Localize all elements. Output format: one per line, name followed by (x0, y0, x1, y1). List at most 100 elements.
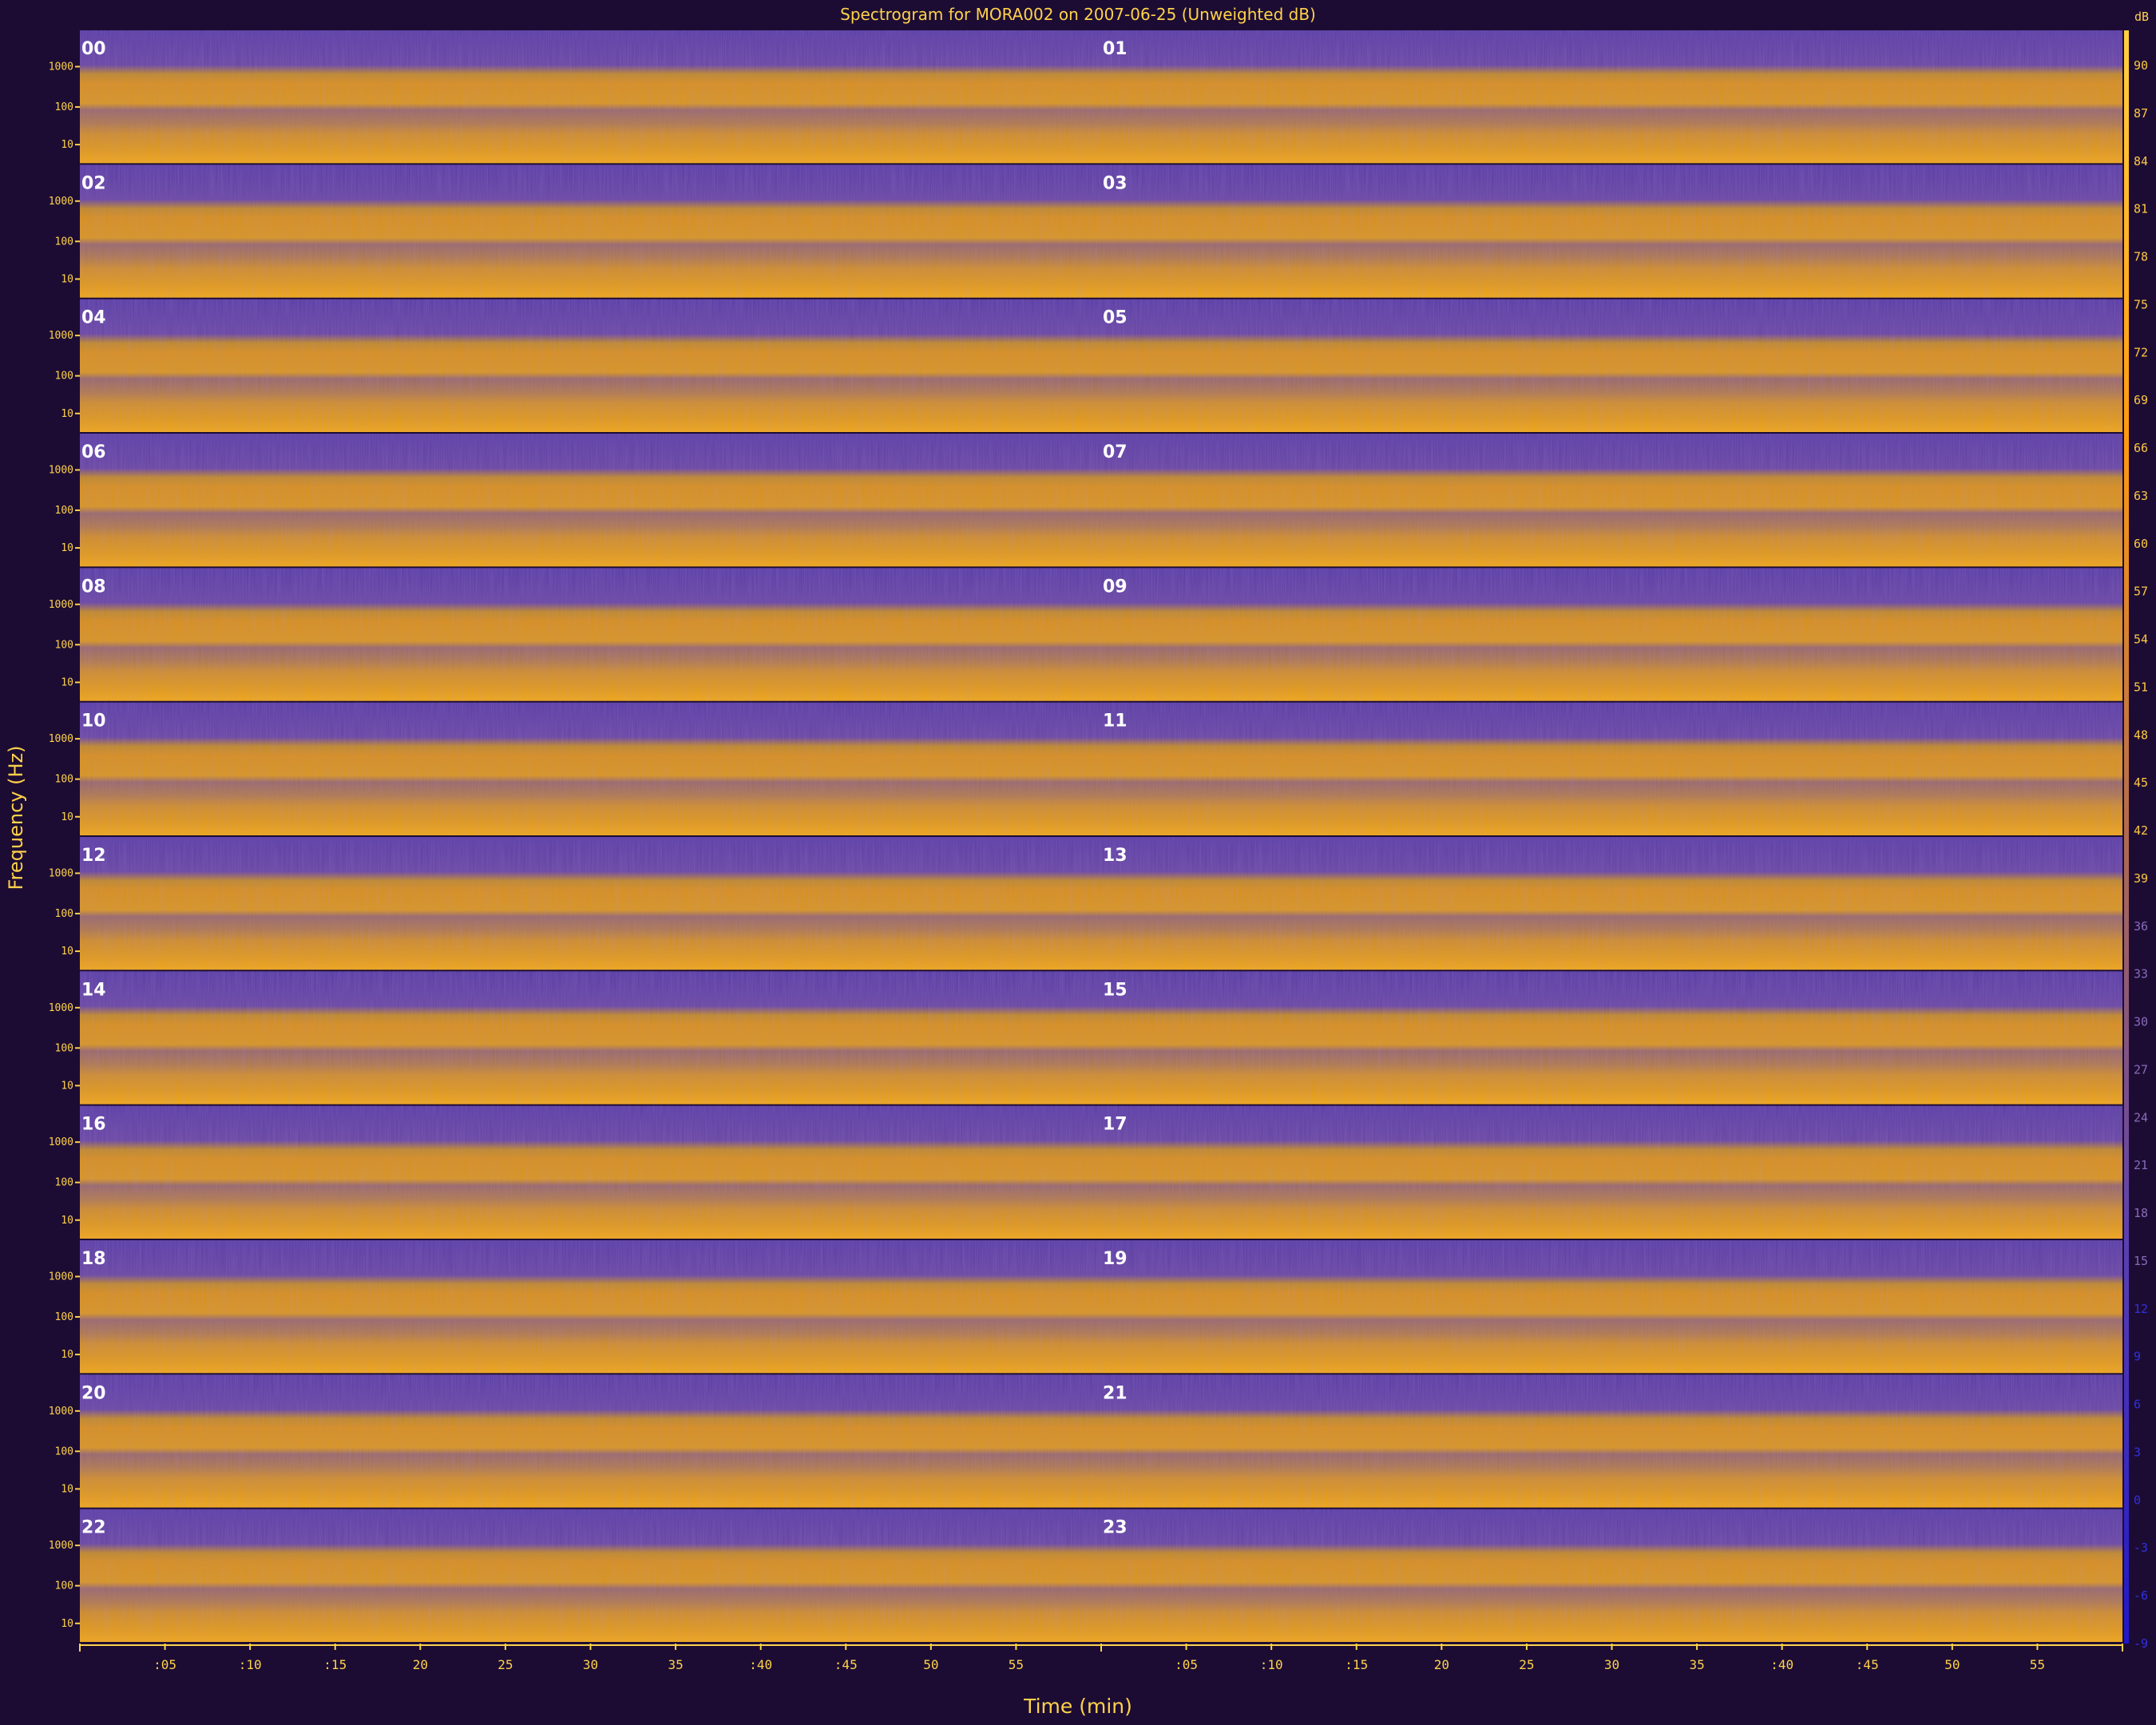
hour-panel-12: 12 (80, 837, 1101, 970)
freq-tick-label: 10 (61, 676, 73, 688)
panel-texture (80, 1509, 1101, 1642)
colorbar-tick-label: 33 (2134, 967, 2148, 981)
time-tick-label: :40 (749, 1657, 772, 1672)
freq-tick-label: 100 (55, 1042, 73, 1054)
colorbar-tick-label: 87 (2134, 106, 2148, 121)
freq-tick-label: 10 (61, 811, 73, 823)
hour-label: 00 (81, 39, 106, 59)
time-tick-label: :10 (1260, 1657, 1283, 1672)
panel-texture (1101, 568, 2122, 701)
colorbar-tick-label: 6 (2134, 1398, 2141, 1412)
colorbar-tick-label: 84 (2134, 154, 2148, 169)
time-tick-label: :15 (323, 1657, 347, 1672)
time-tick-label: :45 (1856, 1657, 1879, 1672)
colorbar-tick-label: 51 (2134, 680, 2148, 694)
time-tick-label: 20 (1434, 1657, 1449, 1672)
freq-tick-label: 100 (55, 371, 73, 383)
hour-panel-21: 21 (1101, 1374, 2122, 1508)
freq-tick-label: 10 (61, 542, 73, 554)
freq-tick-label: 100 (55, 1311, 73, 1323)
time-tick-label: 55 (1009, 1657, 1024, 1672)
colorbar-tick-label: 63 (2134, 489, 2148, 503)
panel-texture (80, 971, 1101, 1104)
colorbar-tick-label: 81 (2134, 202, 2148, 216)
colorbar-tick-label: 78 (2134, 250, 2148, 264)
hour-panel-17: 17 (1101, 1105, 2122, 1239)
colorbar-tick-label: 42 (2134, 823, 2148, 838)
hour-label: 20 (81, 1383, 106, 1403)
panel-texture (1101, 1374, 2122, 1508)
freq-tick-label: 1000 (49, 1406, 73, 1418)
hour-panel-00: 00 (80, 30, 1101, 164)
freq-tick-label: 100 (55, 505, 73, 517)
panel-texture (80, 299, 1101, 432)
time-tick-label: :05 (1175, 1657, 1198, 1672)
hour-panel-15: 15 (1101, 971, 2122, 1104)
hour-label: 12 (81, 846, 106, 866)
time-tick-label: 50 (1944, 1657, 1960, 1672)
colorbar-tick-label: 39 (2134, 871, 2148, 886)
colorbar-tick-label: 48 (2134, 728, 2148, 742)
colorbar-tick-label: 24 (2134, 1110, 2148, 1124)
freq-tick-label: 1000 (49, 61, 73, 73)
panel-texture (1101, 299, 2122, 432)
freq-tick-label: 10 (61, 1349, 73, 1361)
colorbar-tick-label: 12 (2134, 1302, 2148, 1316)
freq-tick-label: 100 (55, 1580, 73, 1592)
panel-texture (80, 837, 1101, 970)
time-tick-label: :40 (1770, 1657, 1793, 1672)
freq-tick-label: 1000 (49, 330, 73, 342)
freq-tick-label: 10 (61, 1215, 73, 1227)
freq-tick-label: 10 (61, 1080, 73, 1092)
hour-panel-13: 13 (1101, 837, 2122, 970)
panel-texture (1101, 165, 2122, 298)
hour-label: 04 (81, 308, 106, 328)
hour-panel-09: 09 (1101, 568, 2122, 701)
panel-texture (1101, 837, 2122, 970)
freq-tick-label: 1000 (49, 196, 73, 208)
panel-texture (80, 702, 1101, 835)
hour-label: 22 (81, 1518, 106, 1538)
freq-tick-label: 1000 (49, 867, 73, 879)
time-tick-label: :15 (1345, 1657, 1368, 1672)
time-tick-label: :45 (834, 1657, 858, 1672)
hour-panel-11: 11 (1101, 702, 2122, 835)
time-tick-label: 35 (1689, 1657, 1704, 1672)
freq-tick-label: 100 (55, 236, 73, 248)
freq-tick-label: 1000 (49, 1540, 73, 1552)
freq-tick-label: 100 (55, 774, 73, 786)
panel-texture (1101, 1509, 2122, 1642)
hour-label: 01 (1103, 39, 1128, 59)
colorbar-tick-label: 69 (2134, 393, 2148, 407)
freq-tick-label: 100 (55, 1177, 73, 1189)
colorbar-tick-label: 18 (2134, 1206, 2148, 1220)
colorbar-tick-label: 57 (2134, 585, 2148, 599)
freq-tick-label: 10 (61, 1483, 73, 1495)
panel-texture (80, 1240, 1101, 1374)
hour-label: 02 (81, 173, 106, 193)
hour-label: 23 (1103, 1518, 1128, 1538)
hour-label: 19 (1103, 1249, 1128, 1269)
hour-label: 09 (1103, 577, 1128, 597)
colorbar-tick-label: 72 (2134, 345, 2148, 359)
freq-tick-label: 10 (61, 273, 73, 285)
panel-texture (1101, 1240, 2122, 1374)
hour-label: 18 (81, 1249, 106, 1269)
colorbar-tick-label: 90 (2134, 58, 2148, 73)
colorbar-strip (2124, 30, 2129, 1644)
hour-panel-08: 08 (80, 568, 1101, 701)
hour-label: 17 (1103, 1115, 1128, 1135)
colorbar-tick-label: 27 (2134, 1062, 2148, 1077)
hour-panel-03: 03 (1101, 165, 2122, 298)
freq-tick-label: 10 (61, 408, 73, 420)
panel-texture (1101, 434, 2122, 567)
panel-texture (80, 434, 1101, 567)
hour-panel-20: 20 (80, 1374, 1101, 1508)
time-tick-label: 30 (1604, 1657, 1619, 1672)
freq-tick-label: 1000 (49, 1002, 73, 1014)
hour-label: 21 (1103, 1383, 1128, 1403)
hour-label: 06 (81, 442, 106, 462)
colorbar-tick-label: 54 (2134, 632, 2148, 647)
panel-texture (80, 1105, 1101, 1239)
time-tick-label: :05 (153, 1657, 176, 1672)
